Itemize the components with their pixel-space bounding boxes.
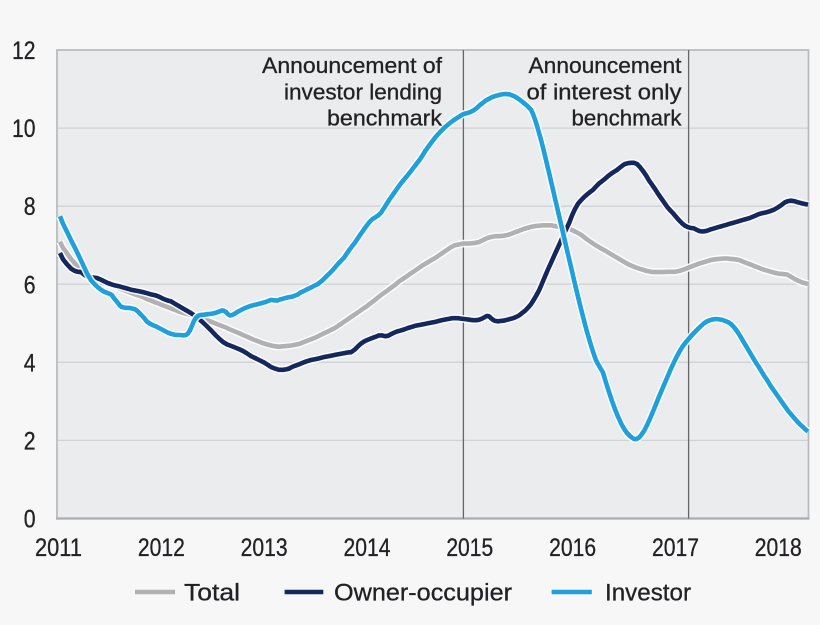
- svg-text:2013: 2013: [241, 534, 288, 562]
- svg-text:of interest only: of interest only: [527, 79, 682, 104]
- svg-text:Investor: Investor: [605, 580, 691, 607]
- svg-text:6: 6: [24, 271, 36, 299]
- svg-text:benchmark: benchmark: [327, 106, 443, 131]
- svg-text:2: 2: [24, 427, 36, 455]
- svg-text:0: 0: [24, 506, 36, 534]
- svg-text:Announcement of: Announcement of: [262, 53, 443, 78]
- svg-text:12: 12: [12, 37, 36, 65]
- svg-text:Owner-occupier: Owner-occupier: [334, 580, 512, 607]
- svg-text:investor lending: investor lending: [284, 79, 442, 104]
- svg-text:2012: 2012: [138, 534, 185, 562]
- svg-text:2016: 2016: [549, 534, 596, 562]
- svg-text:2015: 2015: [446, 534, 493, 562]
- svg-text:4: 4: [24, 349, 36, 377]
- svg-text:8: 8: [24, 193, 36, 221]
- svg-text:2014: 2014: [343, 534, 390, 562]
- svg-text:2011: 2011: [35, 534, 82, 562]
- svg-text:benchmark: benchmark: [572, 106, 683, 131]
- svg-text:Total: Total: [184, 580, 240, 607]
- svg-text:2018: 2018: [755, 534, 802, 562]
- svg-text:Announcement: Announcement: [529, 53, 682, 78]
- svg-text:2017: 2017: [652, 534, 699, 562]
- svg-text:10: 10: [12, 115, 36, 143]
